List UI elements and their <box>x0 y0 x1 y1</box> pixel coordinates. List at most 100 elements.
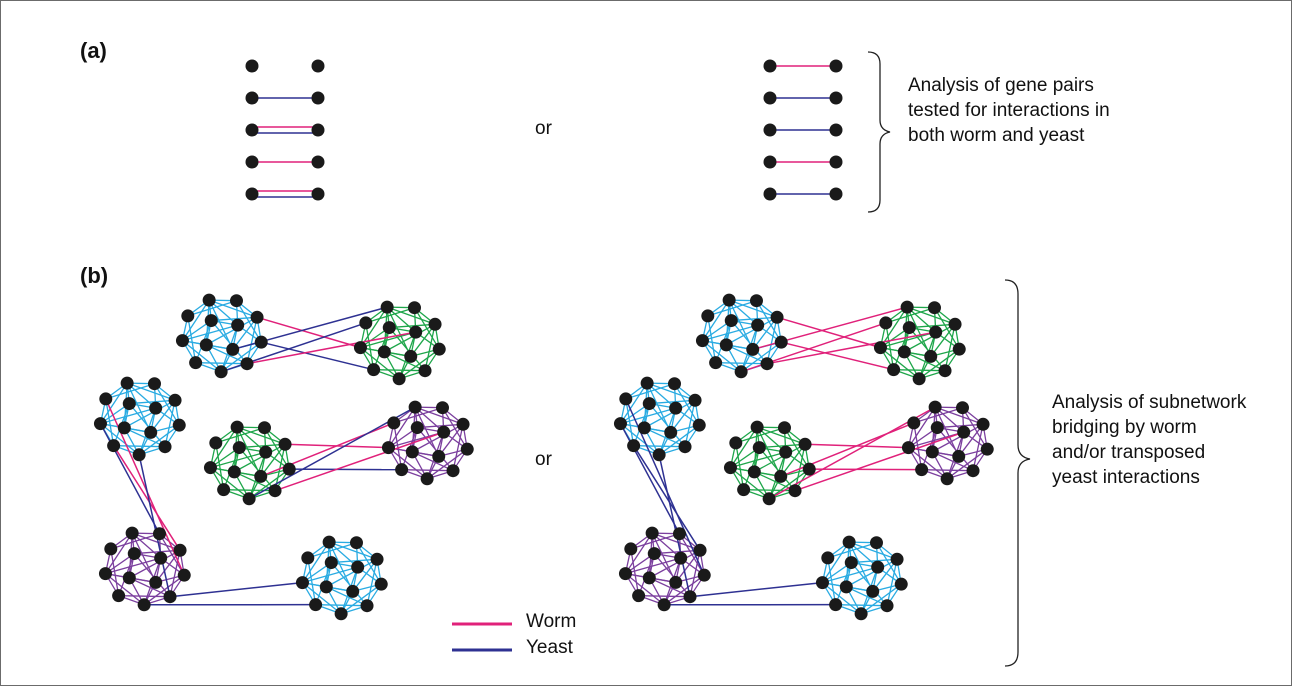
pair-left-node <box>311 155 325 169</box>
pair-left-node <box>245 155 259 169</box>
green-module-node <box>897 345 911 359</box>
green-module-edge <box>743 489 796 492</box>
purple-module-edge <box>110 548 120 596</box>
green-module-node <box>729 436 743 450</box>
purple-module-edge <box>689 550 701 597</box>
green-module-edge <box>360 347 400 380</box>
green-module-edge <box>260 443 286 477</box>
cyan-module-node <box>181 309 195 323</box>
cyan-module-node <box>695 334 709 348</box>
purple-module-edge <box>414 406 464 425</box>
purple-module-node <box>976 417 990 431</box>
purple-module-node <box>387 416 401 430</box>
brace-a <box>867 51 891 213</box>
pair-left-node <box>245 123 259 137</box>
green-module-node <box>952 342 966 356</box>
purple-module-edge <box>416 427 454 472</box>
green-module-node <box>788 484 802 498</box>
cyan-module-edge <box>827 542 877 559</box>
cyan-module-edge <box>633 445 686 448</box>
cyan-module-node <box>172 418 186 432</box>
cyan-module-edge <box>113 445 166 448</box>
purple-module-node <box>966 464 980 478</box>
green-module-edge <box>758 447 796 492</box>
cyan-module-node <box>370 552 384 566</box>
green-module-node <box>257 421 271 435</box>
cyan-module-node <box>613 417 627 431</box>
cyan-module-edge <box>366 559 378 606</box>
cyan-module-node <box>842 535 856 549</box>
purple-module-edge <box>417 423 464 429</box>
green-module-node <box>798 437 812 451</box>
cyan-module-edge <box>707 315 717 363</box>
purple-module-edge <box>932 423 984 453</box>
green-module-edge <box>730 451 786 469</box>
purple-module-node <box>460 442 474 456</box>
purple-module-node <box>940 472 954 486</box>
green-module-node <box>278 437 292 451</box>
cyan-module-node <box>374 577 388 591</box>
cyan-module-edge <box>730 320 768 365</box>
green-module-node <box>948 317 962 331</box>
cyan-module-edge <box>707 300 757 317</box>
purple-module-node <box>697 568 711 582</box>
purple-module-node <box>693 543 707 557</box>
yeast-bridge <box>169 581 303 598</box>
cyan-module-edge <box>728 299 778 318</box>
purple-module-node <box>632 589 646 603</box>
green-module-node <box>407 301 421 315</box>
purple-module-edge <box>387 406 416 448</box>
purple-module-edge <box>932 451 974 472</box>
purple-module-node <box>955 401 969 415</box>
green-module-node <box>268 484 282 498</box>
cyan-module-node <box>815 576 829 590</box>
cyan-module-edge <box>848 541 898 560</box>
cyan-module-edge <box>100 423 140 456</box>
purple-module-node <box>980 442 994 456</box>
green-module-node <box>752 441 766 455</box>
cyan-module-edge <box>208 299 258 318</box>
green-module-edge <box>365 322 375 370</box>
purple-module-edge <box>958 423 984 457</box>
cyan-module-edge <box>625 398 635 446</box>
pair-left-node <box>245 59 259 73</box>
cyan-module-node <box>132 448 146 462</box>
cyan-module-node <box>880 599 894 613</box>
purple-module-edge <box>169 550 181 597</box>
cyan-module-edge <box>182 324 238 342</box>
cyan-module-node <box>117 421 131 435</box>
green-module-edge <box>754 443 806 473</box>
cyan-module-edge <box>302 566 358 584</box>
worm-bridge <box>274 431 444 492</box>
green-module-node <box>432 342 446 356</box>
cyan-module-edge <box>352 558 378 592</box>
purple-module-node <box>901 441 915 455</box>
green-module-node <box>209 436 223 450</box>
cyan-module-edge <box>211 316 258 322</box>
cyan-module-edge <box>128 403 166 448</box>
purple-module-edge <box>412 451 454 472</box>
cyan-module-edge <box>649 399 696 405</box>
cyan-module-node <box>640 376 654 390</box>
purple-module-edge <box>118 595 171 598</box>
green-module-edge <box>759 443 806 449</box>
cyan-module-node <box>254 335 268 349</box>
cyan-module-node <box>324 556 338 570</box>
cyan-module-node <box>199 338 213 352</box>
green-module-edge <box>209 426 238 468</box>
cyan-module-node <box>214 365 228 379</box>
cyan-module-node <box>322 535 336 549</box>
cyan-module-edge <box>181 299 210 341</box>
green-module-node <box>380 300 394 314</box>
green-module-node <box>747 465 761 479</box>
cyan-module-edge <box>164 400 176 447</box>
cyan-module-edge <box>330 562 368 607</box>
pair-right-node <box>763 187 777 201</box>
cyan-module-edge <box>821 541 850 583</box>
purple-module-edge <box>412 423 464 453</box>
cyan-module-edge <box>302 582 342 615</box>
cyan-module-node <box>734 365 748 379</box>
cyan-module-edge <box>105 398 115 446</box>
cyan-module-node <box>107 439 121 453</box>
